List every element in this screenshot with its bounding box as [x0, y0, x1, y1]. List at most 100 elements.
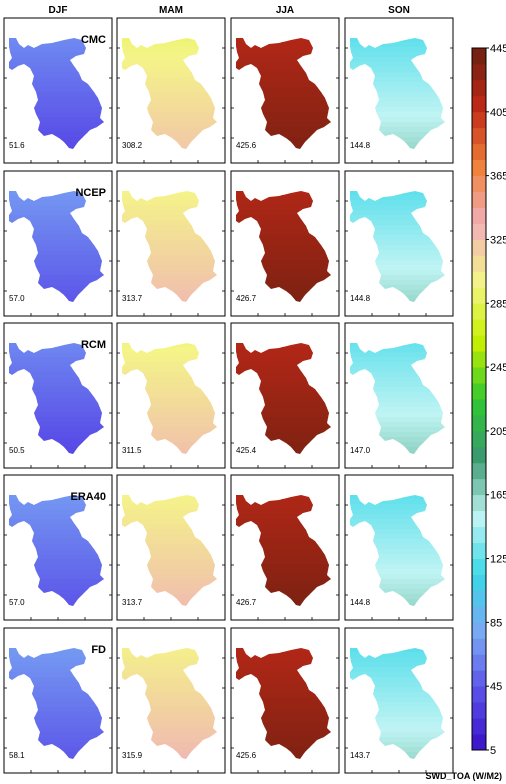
- colorbar-swatch: [472, 191, 486, 208]
- basin-band: [236, 372, 331, 378]
- basin-band: [236, 117, 331, 123]
- basin-band: [9, 215, 104, 221]
- basin-band: [9, 245, 104, 251]
- panel-mean-value: 144.8: [350, 141, 371, 150]
- basin-band: [9, 92, 104, 98]
- basin-band: [9, 407, 104, 413]
- basin-band: [236, 539, 331, 545]
- colorbar-tick-label: 325: [490, 234, 506, 246]
- basin-band: [236, 534, 331, 540]
- panel-mean-value: 425.6: [236, 141, 257, 150]
- basin-band: [236, 215, 331, 221]
- basin-band: [350, 215, 445, 221]
- basin-band: [236, 574, 331, 580]
- basin-band: [9, 677, 104, 683]
- basin-band: [350, 72, 445, 78]
- basin-band: [350, 367, 445, 373]
- basin-band: [122, 250, 217, 256]
- basin-band: [9, 285, 104, 291]
- basin-band: [236, 432, 331, 438]
- basin-band: [350, 682, 445, 688]
- basin-band: [350, 362, 445, 368]
- row-label-ncep: NCEP: [75, 187, 106, 199]
- basin-band: [350, 564, 445, 570]
- basin-band: [236, 367, 331, 373]
- basin-band: [122, 737, 217, 743]
- basin-band: [236, 285, 331, 291]
- basin-band: [236, 579, 331, 585]
- basin-band: [9, 377, 104, 383]
- basin-band: [350, 712, 445, 718]
- basin-band: [9, 564, 104, 570]
- basin-band: [122, 722, 217, 728]
- basin-band: [9, 579, 104, 585]
- basin-band: [236, 722, 331, 728]
- basin-band: [9, 427, 104, 433]
- basin-band: [236, 127, 331, 133]
- basin-band: [350, 589, 445, 595]
- basin-band: [122, 245, 217, 251]
- colorbar-tick-label: 365: [490, 171, 506, 183]
- basin-band: [122, 107, 217, 113]
- basin-band: [236, 422, 331, 428]
- basin-band: [350, 210, 445, 216]
- basin-band: [236, 270, 331, 276]
- colorbar-swatch: [472, 63, 486, 81]
- colorbar-tick-label: 445: [490, 43, 506, 55]
- panel-ncep-mam: 313.7: [116, 170, 226, 317]
- basin-band: [9, 697, 104, 703]
- basin-band: [236, 737, 331, 743]
- basin-band: [122, 432, 217, 438]
- basin-band: [236, 352, 331, 358]
- basin-band: [122, 240, 217, 246]
- basin-band: [9, 87, 104, 93]
- basin-band: [236, 132, 331, 138]
- basin-band: [350, 677, 445, 683]
- basin-band: [350, 499, 445, 505]
- basin-band: [350, 240, 445, 246]
- basin-band: [9, 97, 104, 103]
- basin-band: [122, 87, 217, 93]
- panel-era40-mam: 313.7: [116, 474, 226, 621]
- basin-band: [9, 402, 104, 408]
- basin-band: [122, 574, 217, 580]
- basin-band: [350, 82, 445, 88]
- basin-band: [350, 692, 445, 698]
- basin-band: [236, 549, 331, 555]
- colorbar-swatch: [472, 335, 486, 352]
- basin-band: [9, 544, 104, 550]
- basin-band: [9, 667, 104, 673]
- basin-band: [236, 265, 331, 271]
- basin-field: [122, 495, 217, 606]
- basin-band: [9, 42, 104, 48]
- basin-band: [350, 382, 445, 388]
- panel-era40-djf: ERA40 57.0: [3, 474, 113, 621]
- basin-band: [9, 712, 104, 718]
- basin-band: [350, 427, 445, 433]
- basin-band: [350, 707, 445, 713]
- colorbar-swatch: [472, 319, 486, 336]
- colorbar-swatch: [472, 590, 486, 607]
- basin-band: [350, 697, 445, 703]
- basin-band: [122, 62, 217, 68]
- basin-band: [350, 62, 445, 68]
- basin-band: [9, 367, 104, 373]
- colorbar-tick-label: 165: [490, 490, 506, 502]
- panel-mean-value: 308.2: [122, 141, 143, 150]
- basin-band: [350, 737, 445, 743]
- basin-band: [236, 92, 331, 98]
- basin-band: [9, 432, 104, 438]
- panel-fd-djf: FD 58.1: [3, 627, 113, 774]
- basin-band: [122, 407, 217, 413]
- basin-band: [236, 692, 331, 698]
- basin-band: [9, 499, 104, 505]
- basin-band: [350, 255, 445, 261]
- colorbar-swatch: [472, 558, 486, 575]
- basin-band: [350, 230, 445, 236]
- basin-band: [122, 504, 217, 510]
- basin-band: [122, 687, 217, 693]
- basin-band: [9, 519, 104, 525]
- basin-band: [236, 702, 331, 708]
- season-label-jja: JJA: [276, 5, 294, 16]
- colorbar-tick-label: 5: [490, 745, 496, 757]
